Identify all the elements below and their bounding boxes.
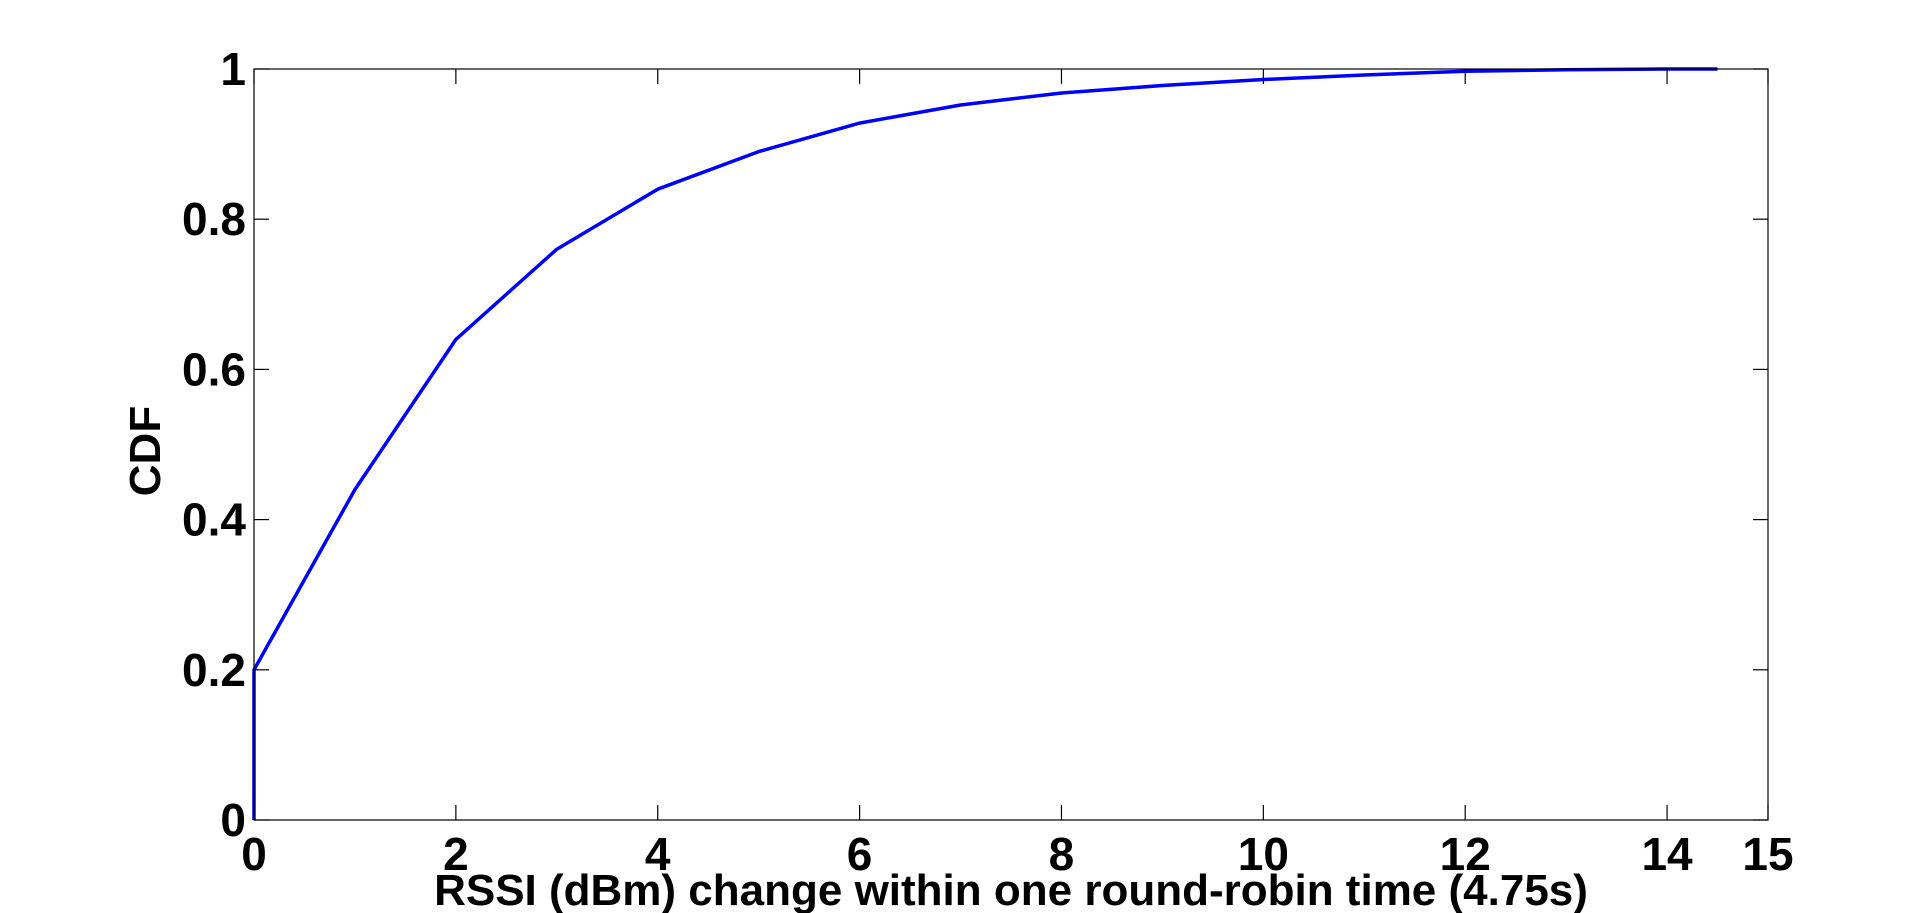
y-tick-label: 0.4 [182,494,246,546]
x-tick-label: 4 [645,828,671,880]
x-tick-label: 12 [1440,828,1491,880]
x-tick-label: 14 [1641,828,1693,880]
x-tick-label: 8 [1049,828,1075,880]
x-tick-label: 2 [443,828,469,880]
series-line-0 [252,67,1718,820]
y-axis-title: CDF [121,406,170,496]
y-tick-label: 0.2 [182,644,246,696]
x-axis-title: RSSI (dBm) change within one round-robin… [434,866,1588,913]
plot-area: 00.20.40.60.810 2 4 6 8 10 12 14 15 [182,43,1794,880]
plot-frame [253,68,1769,821]
y-tick-label: 1 [220,43,246,95]
x-tick-label: 15 [1742,828,1793,880]
x-tick-label: 10 [1238,828,1289,880]
x-tick-label: 0 [241,828,267,880]
y-tick-label: 0.8 [182,193,246,245]
y-tick-label: 0 [220,794,246,846]
y-tick-label: 0.6 [182,343,246,395]
x-tick-label: 6 [847,828,873,880]
